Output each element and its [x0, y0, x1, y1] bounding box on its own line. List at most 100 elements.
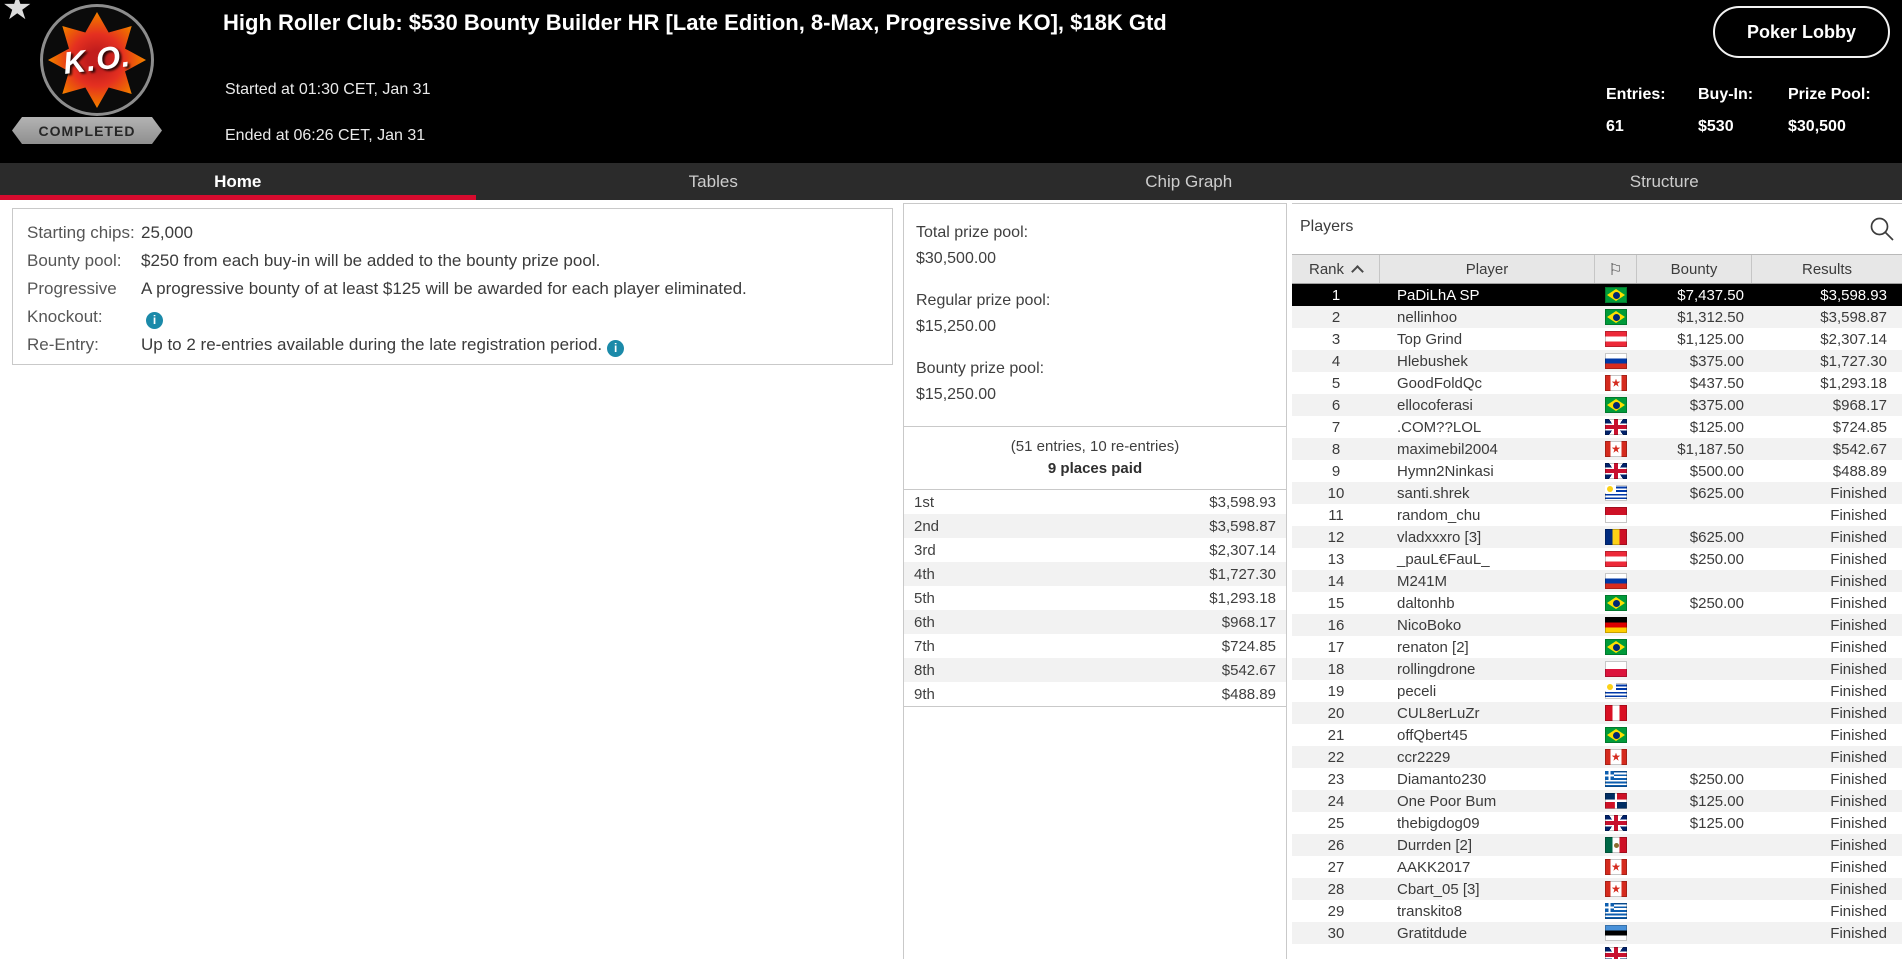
- table-row[interactable]: 14 M241M Finished: [1292, 570, 1902, 592]
- player-rank: 29: [1327, 902, 1345, 920]
- player-result: Finished: [1830, 638, 1887, 656]
- player-name: renaton [2]: [1397, 638, 1469, 656]
- players-toolbar: Players: [1292, 204, 1902, 254]
- favorite-star-icon[interactable]: ★: [2, 0, 33, 27]
- player-bounty: $1,187.50: [1677, 440, 1744, 458]
- tab-label: Home: [214, 171, 262, 191]
- player-rank: 5: [1331, 374, 1341, 392]
- tab-label: Structure: [1629, 171, 1699, 191]
- player-rank: 8: [1331, 440, 1341, 458]
- table-row[interactable]: 5 GoodFoldQc $437.50 $1,293.18: [1292, 372, 1902, 394]
- column-header-results[interactable]: Results: [1752, 255, 1902, 283]
- table-row[interactable]: 11 random_chu Finished: [1292, 504, 1902, 526]
- tab-chip-graph[interactable]: Chip Graph: [951, 163, 1427, 200]
- flag-canada-icon: [1605, 375, 1627, 391]
- table-row[interactable]: 3 Top Grind $1,125.00 $2,307.14: [1292, 328, 1902, 350]
- prize-pool-amount: $30,500.00: [916, 250, 997, 267]
- flag-uruguay-icon: [1605, 683, 1627, 699]
- flag-greece-icon: [1605, 903, 1627, 919]
- player-name: M241M: [1397, 572, 1448, 590]
- info-row-label: Progressive Knockout:: [27, 279, 117, 326]
- table-row[interactable]: 17 renaton [2] Finished: [1292, 636, 1902, 658]
- table-row[interactable]: 16 NicoBoko Finished: [1292, 614, 1902, 636]
- payout-place: 1st: [914, 493, 935, 511]
- payout-row: 6th $968.17: [904, 610, 1286, 634]
- table-row[interactable]: 29 transkito8 Finished: [1292, 900, 1902, 922]
- info-icon[interactable]: [146, 312, 163, 329]
- tab-home[interactable]: Home: [0, 163, 476, 200]
- table-row[interactable]: 22 ccr2229 Finished: [1292, 746, 1902, 768]
- info-row-label: Re-Entry:: [27, 335, 99, 354]
- lobby-content: Starting chips: 25,000 Bounty pool: $250…: [0, 200, 1902, 959]
- player-name: maximebil2004: [1397, 440, 1498, 458]
- lobby-tabs: Home Tables Chip Graph Structure: [0, 163, 1902, 200]
- table-row[interactable]: 18 rollingdrone Finished: [1292, 658, 1902, 680]
- prize-pool-item: Bounty prize pool: $15,250.00: [916, 356, 1274, 408]
- player-result: Finished: [1830, 902, 1887, 920]
- players-title: Players: [1300, 218, 1354, 235]
- info-row-text: Up to 2 re-entries available during the …: [141, 331, 761, 359]
- table-row[interactable]: 1 PaDiLhA SP $7,437.50 $3,598.93: [1292, 284, 1902, 306]
- table-row[interactable]: 26 Durrden [2] Finished: [1292, 834, 1902, 856]
- table-row[interactable]: 15 daltonhb $250.00 Finished: [1292, 592, 1902, 614]
- player-result: $2,307.14: [1820, 330, 1887, 348]
- table-row[interactable]: 9 Hymn2Ninkasi $500.00 $488.89: [1292, 460, 1902, 482]
- table-row[interactable]: 13 _pauL€FauL_ $250.00 Finished: [1292, 548, 1902, 570]
- table-row[interactable]: 19 peceli Finished: [1292, 680, 1902, 702]
- table-row[interactable]: 7 .COM??LOL $125.00 $724.85: [1292, 416, 1902, 438]
- tab-tables[interactable]: Tables: [476, 163, 952, 200]
- flag-brazil-icon: [1605, 639, 1627, 655]
- table-row[interactable]: 12 vladxxxro [3] $625.00 Finished: [1292, 526, 1902, 548]
- player-name: nellinhoo: [1397, 308, 1458, 326]
- table-row[interactable]: 20 CUL8erLuZr Finished: [1292, 702, 1902, 724]
- player-bounty: $625.00: [1689, 484, 1744, 502]
- table-row[interactable]: 2 nellinhoo $1,312.50 $3,598.87: [1292, 306, 1902, 328]
- flag-column-icon: ⚐: [1608, 259, 1623, 279]
- poker-lobby-button[interactable]: Poker Lobby: [1712, 6, 1890, 58]
- player-result: Finished: [1830, 484, 1887, 502]
- payout-row: 2nd $3,598.87: [904, 514, 1286, 538]
- player-result: Finished: [1830, 770, 1887, 788]
- player-rank: 14: [1327, 572, 1345, 590]
- table-row[interactable]: 24 One Poor Bum $125.00 Finished: [1292, 790, 1902, 812]
- column-header-player[interactable]: Player: [1380, 255, 1595, 283]
- player-result: Finished: [1830, 506, 1887, 524]
- ko-starburst-icon: [48, 12, 146, 108]
- player-bounty: $500.00: [1689, 462, 1744, 480]
- table-row[interactable]: 10 santi.shrek $625.00 Finished: [1292, 482, 1902, 504]
- table-row[interactable]: 4 Hlebushek $375.00 $1,727.30: [1292, 350, 1902, 372]
- tab-structure[interactable]: Structure: [1427, 163, 1902, 200]
- table-row[interactable]: 25 thebigdog09 $125.00 Finished: [1292, 812, 1902, 834]
- flag-brazil-icon: [1605, 595, 1627, 611]
- player-header-label: Player: [1465, 260, 1509, 278]
- info-icon[interactable]: [607, 340, 625, 357]
- search-icon[interactable]: [1868, 215, 1896, 243]
- player-bounty: $1,312.50: [1677, 308, 1744, 326]
- player-result: $724.85: [1832, 418, 1887, 436]
- player-rank: 20: [1327, 704, 1345, 722]
- table-row[interactable]: [1292, 944, 1902, 959]
- column-header-rank[interactable]: Rank: [1292, 255, 1380, 283]
- payout-row: 3rd $2,307.14: [904, 538, 1286, 562]
- player-result: Finished: [1830, 594, 1887, 612]
- table-row[interactable]: 30 Gratitdude Finished: [1292, 922, 1902, 944]
- player-bounty: $375.00: [1689, 396, 1744, 414]
- prize-pools: Total prize pool: $30,500.00 Regular pri…: [904, 204, 1286, 427]
- table-row[interactable]: 6 ellocoferasi $375.00 $968.17: [1292, 394, 1902, 416]
- player-name: Hymn2Ninkasi: [1397, 462, 1494, 480]
- players-panel: Players Rank Player ⚐ Bounty: [1292, 203, 1902, 959]
- payout-amount: $488.89: [1221, 685, 1276, 703]
- player-result: Finished: [1830, 880, 1887, 898]
- player-rank: 24: [1327, 792, 1345, 810]
- player-name: Durrden [2]: [1397, 836, 1473, 854]
- table-row[interactable]: 27 AAKK2017 Finished: [1292, 856, 1902, 878]
- table-row[interactable]: 21 offQbert45 Finished: [1292, 724, 1902, 746]
- column-header-bounty[interactable]: Bounty: [1637, 255, 1752, 283]
- player-result: Finished: [1830, 572, 1887, 590]
- column-header-flag[interactable]: ⚐: [1595, 255, 1637, 283]
- table-row[interactable]: 8 maximebil2004 $1,187.50 $542.67: [1292, 438, 1902, 460]
- player-rank: 18: [1327, 660, 1345, 678]
- table-row[interactable]: 28 Cbart_05 [3] Finished: [1292, 878, 1902, 900]
- table-row[interactable]: 23 Diamanto230 $250.00 Finished: [1292, 768, 1902, 790]
- player-result: Finished: [1830, 858, 1887, 876]
